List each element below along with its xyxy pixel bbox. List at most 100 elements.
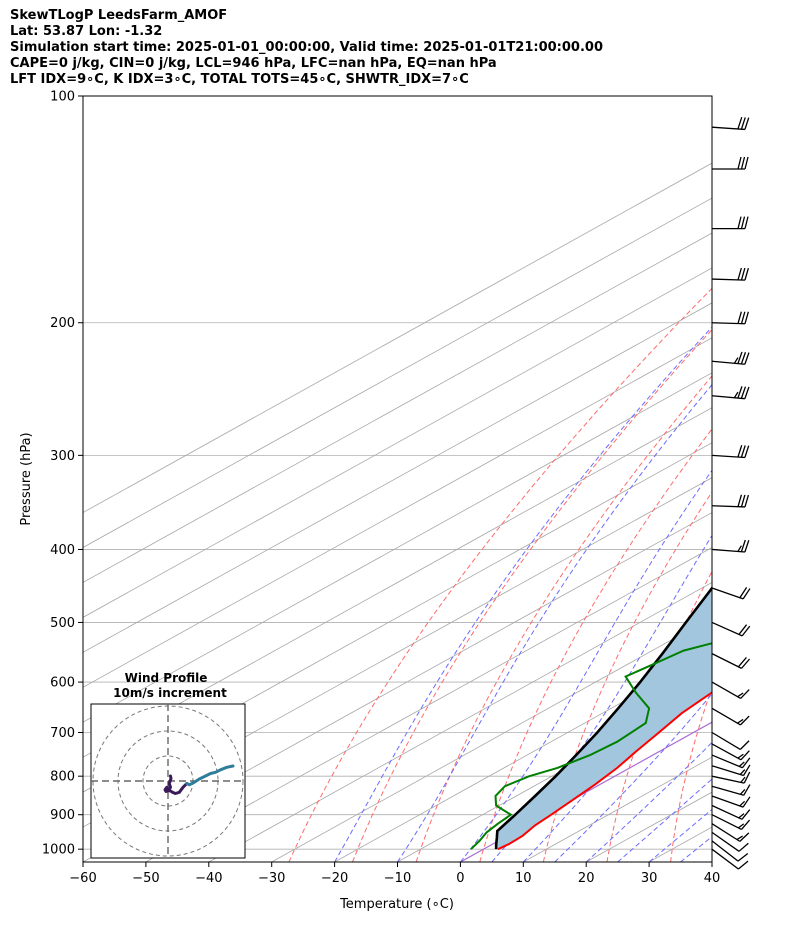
wind-barb-feather xyxy=(733,391,739,399)
wind-barb-feather xyxy=(737,116,743,130)
wind-barb xyxy=(711,840,749,862)
wind-barb-staff xyxy=(711,823,741,842)
wind-barb-feather xyxy=(740,352,747,365)
wind-barb-feather xyxy=(737,753,744,759)
y-tick-label: 200 xyxy=(50,316,75,331)
isotherm-gridline xyxy=(83,337,712,688)
wind-barb-feather xyxy=(744,494,750,508)
wind-barb-feather xyxy=(743,771,751,784)
wind-barb-staff xyxy=(711,785,744,796)
wind-barb xyxy=(711,764,751,777)
x-tick-label: 40 xyxy=(704,871,721,886)
wind-barb-feather xyxy=(739,587,748,599)
wind-barb xyxy=(711,587,751,600)
y-tick-label: 1000 xyxy=(42,843,75,858)
x-tick-label: −20 xyxy=(321,871,348,886)
wind-barb-feather xyxy=(740,311,746,324)
wind-barb xyxy=(711,351,750,365)
hodograph-plot xyxy=(91,704,245,858)
temperature-profile-line xyxy=(497,691,712,851)
wind-barb-feather xyxy=(741,809,751,820)
wind-barb-staff xyxy=(711,795,744,808)
isotherm-gridline xyxy=(83,477,712,828)
wind-barb xyxy=(711,743,750,761)
isotherm-gridline xyxy=(83,302,712,653)
wind-barb-staff xyxy=(711,395,745,400)
wind-barb-feather xyxy=(737,311,742,324)
wind-barb xyxy=(711,831,749,852)
wind-barb-feather xyxy=(744,352,750,365)
parcel-profile-line xyxy=(494,586,712,850)
y-tick-label: 600 xyxy=(50,676,75,691)
isotherm-gridline xyxy=(271,616,712,862)
isotherm-gridline xyxy=(83,162,712,514)
wind-barb-feather xyxy=(742,588,751,600)
x-tick-label: 30 xyxy=(641,871,658,886)
wind-barb-feather xyxy=(738,842,749,852)
wind-barb-feather xyxy=(737,156,742,170)
wind-barb-feather xyxy=(736,835,743,841)
wind-barb-feather xyxy=(738,813,745,819)
wind-barb-feather xyxy=(744,540,750,553)
isotherm-gridline xyxy=(145,547,712,862)
wind-barb-feather xyxy=(737,853,749,862)
axes: −60 −50 −40 −30 −20 −10 0 10 20 30 40 1000 900 800 700… xyxy=(42,90,720,887)
wind-barb xyxy=(711,707,750,726)
wind-barb-staff xyxy=(711,322,746,325)
wind-barb-feather xyxy=(740,445,746,458)
x-tick-label: −40 xyxy=(195,871,222,886)
dry-adiabat xyxy=(542,491,712,862)
dry-adiabat xyxy=(352,328,712,862)
wind-barb-staff xyxy=(711,831,740,852)
x-tick-label: 20 xyxy=(578,871,595,886)
wind-barb-feather xyxy=(733,357,739,364)
location-line: Lat: 53.87 Lon: -1.32 xyxy=(10,24,163,39)
isotherm-gridline xyxy=(648,826,712,862)
wind-barb xyxy=(711,445,750,459)
y-tick-label: 500 xyxy=(50,616,75,631)
wind-barb-feather xyxy=(737,386,743,399)
chart-title: SkewTLogP LeedsFarm_AMOF xyxy=(10,8,228,23)
wind-barb-feather xyxy=(739,769,746,775)
wind-barb-staff xyxy=(711,454,745,459)
chart-header: SkewTLogP LeedsFarm_AMOF Lat: 53.87 Lon:… xyxy=(10,8,603,88)
wind-barb-feather xyxy=(738,761,745,767)
parameters-line: CAPE=0 j/kg, CIN=0 j/kg, LCL=946 hPa, LF… xyxy=(10,56,497,71)
wind-barb-staff xyxy=(711,681,741,700)
wind-barb-feather xyxy=(740,216,746,229)
wind-barb-feather xyxy=(740,156,746,170)
wind-barb-feather xyxy=(744,216,749,229)
wind-barb-feather xyxy=(741,658,751,669)
wind-barb-staff xyxy=(711,548,745,553)
wind-barb-feather xyxy=(740,750,750,761)
wind-barb-feather xyxy=(739,740,750,750)
hodograph-subtitle: 10m/s increment xyxy=(113,686,227,700)
wind-barb-feather xyxy=(744,268,749,281)
time-line: Simulation start time: 2025-01-01_00:00:… xyxy=(10,40,603,55)
wind-barb-feather xyxy=(739,788,746,795)
wind-barb-feather xyxy=(741,819,751,830)
y-tick-label: 700 xyxy=(50,726,75,741)
wind-barb-feather xyxy=(737,823,745,829)
y-tick-label: 800 xyxy=(50,770,75,785)
wind-barb-feather xyxy=(740,494,746,508)
wind-barb xyxy=(711,386,750,400)
wind-barb-feather xyxy=(744,311,749,324)
wind-barb xyxy=(711,823,750,842)
dewpoint-profile-line xyxy=(470,642,712,850)
wind-barb-staff xyxy=(711,743,742,761)
moist-adiabat xyxy=(522,619,712,862)
y-tick-label: 300 xyxy=(50,449,75,464)
hodograph-trace xyxy=(185,764,235,787)
moist-adiabat xyxy=(397,383,712,862)
wind-barb-feather xyxy=(737,445,743,458)
wind-barb xyxy=(711,804,751,820)
wind-barb-staff xyxy=(711,360,745,365)
isotherm-gridline xyxy=(711,861,712,862)
wind-barb-staff xyxy=(711,840,739,862)
wind-barb xyxy=(712,156,749,170)
y-tick-label: 100 xyxy=(50,90,75,105)
wind-barb xyxy=(711,311,749,325)
wind-barb-staff xyxy=(711,848,739,870)
